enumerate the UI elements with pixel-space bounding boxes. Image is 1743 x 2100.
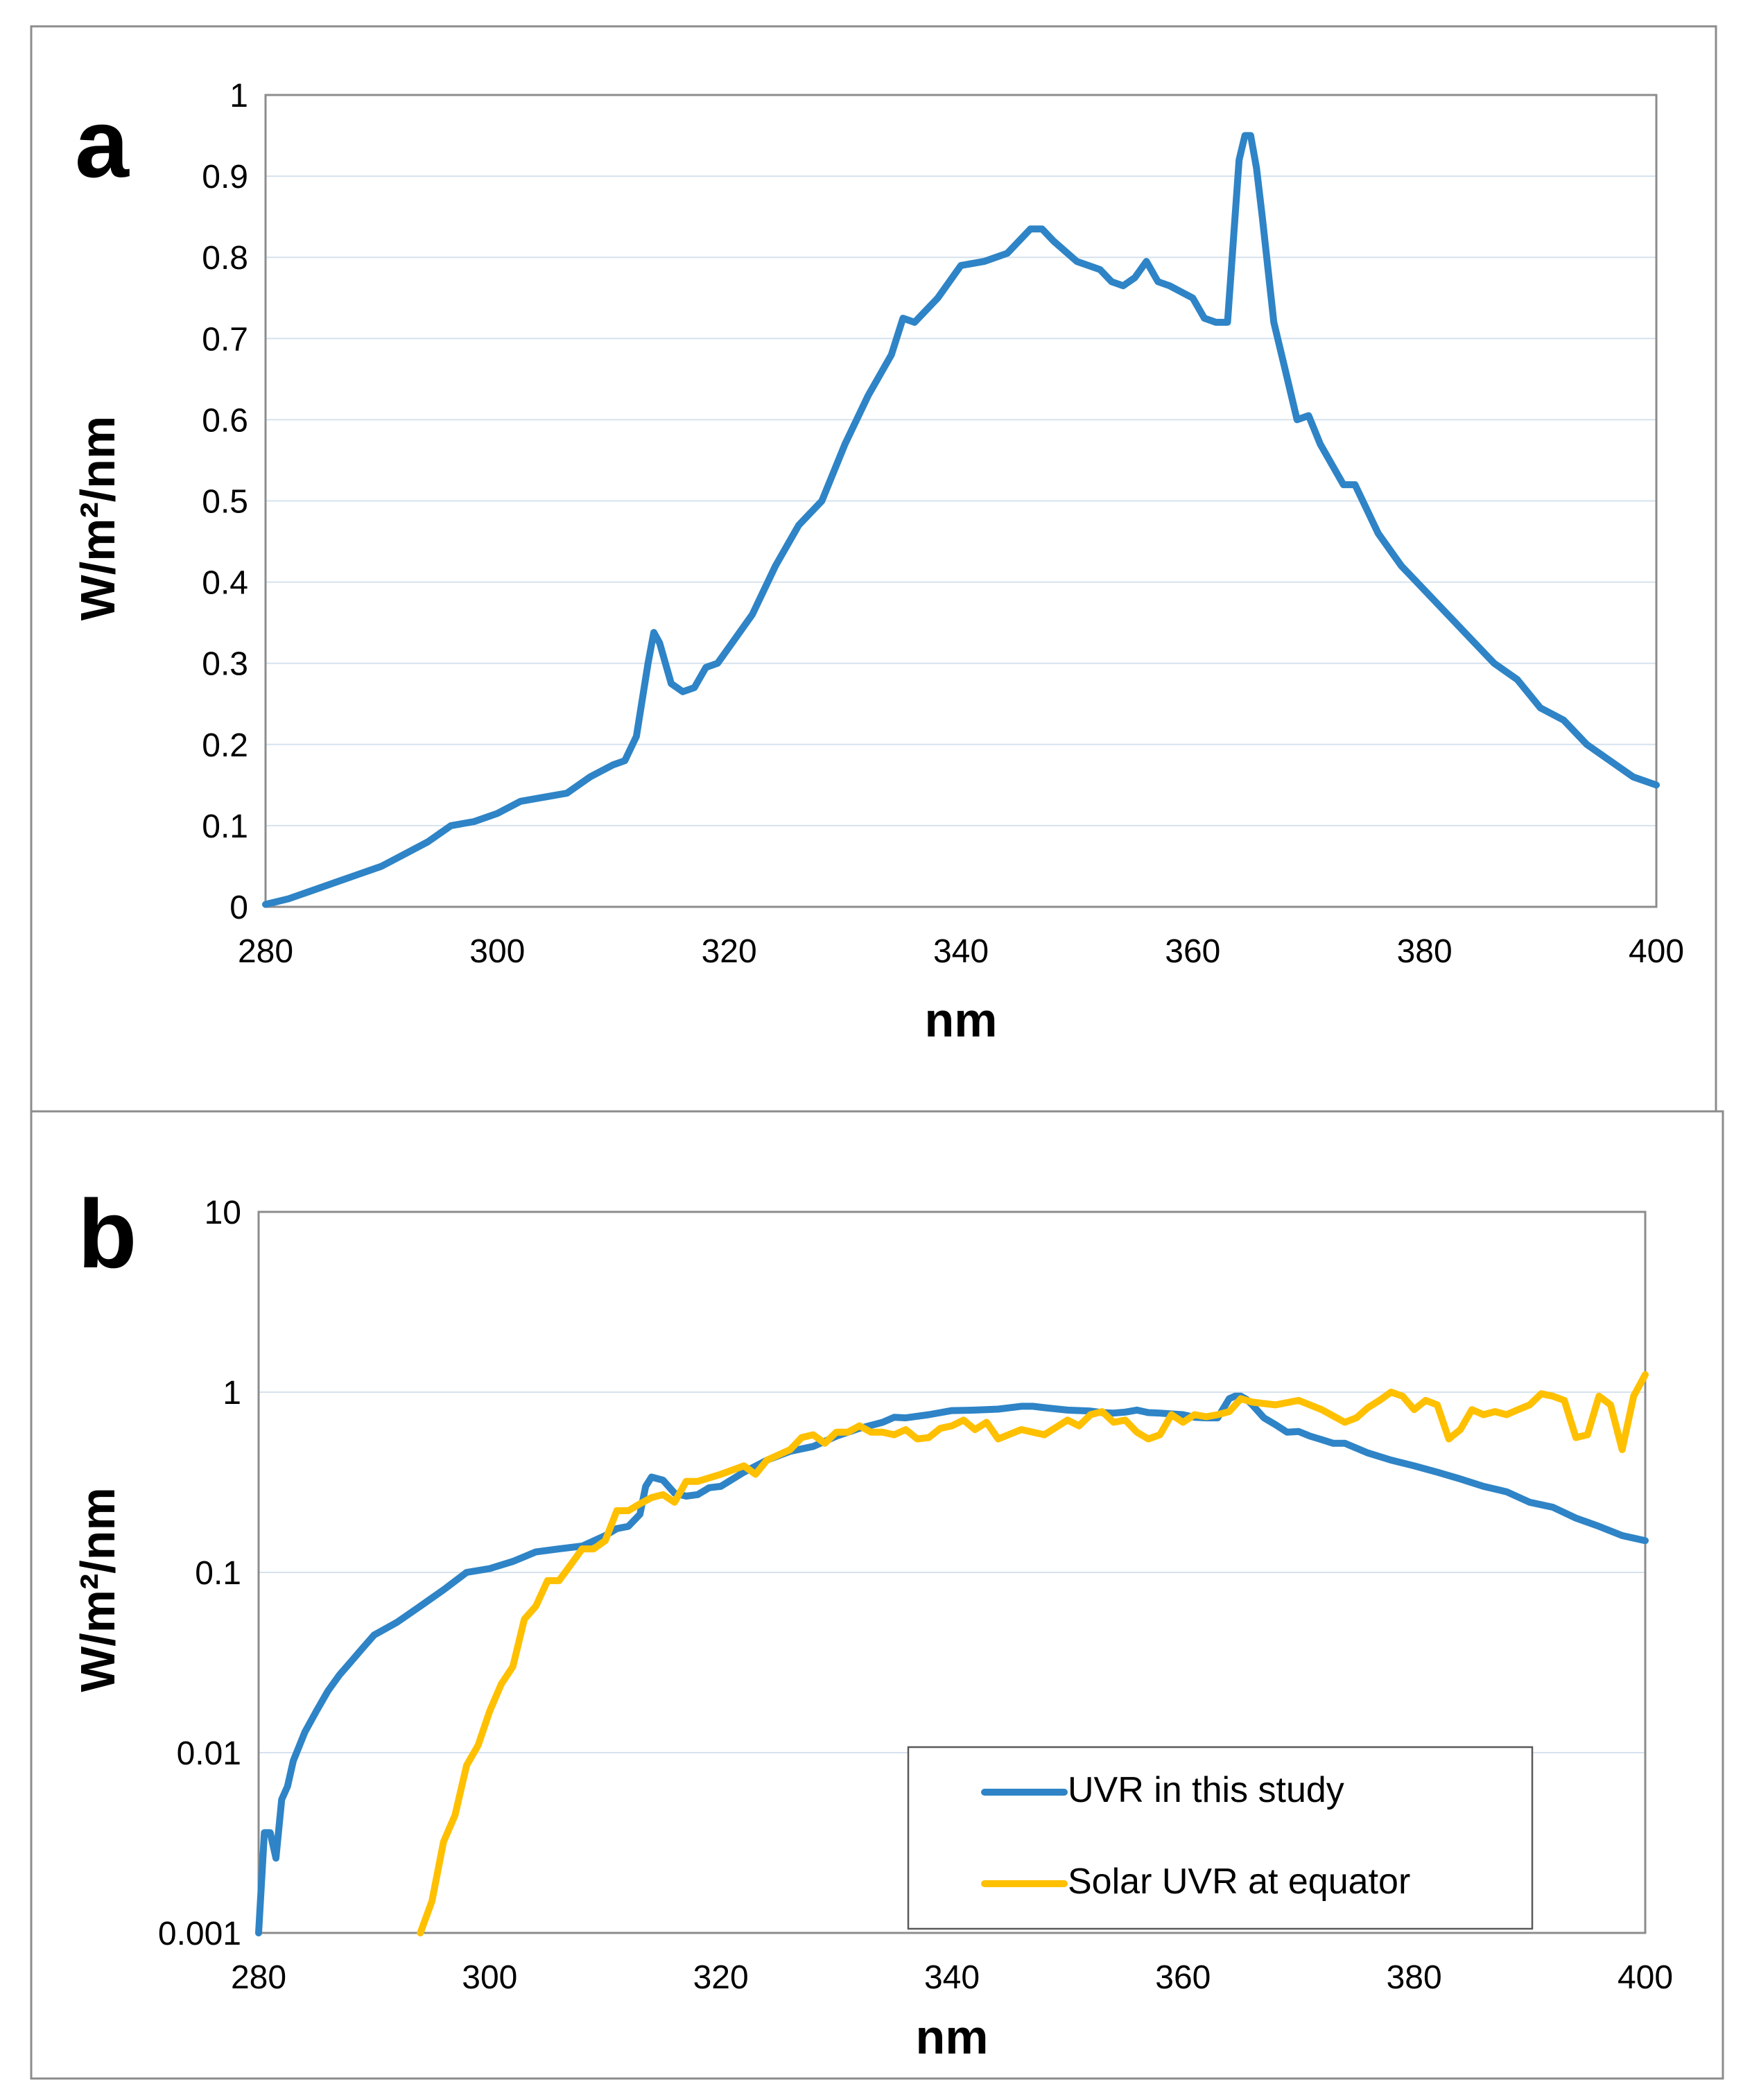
chart-a-series — [262, 132, 1660, 908]
panel-a-letter: a — [75, 89, 130, 198]
legend-label-uvr-this-study: UVR in this study — [1068, 1770, 1344, 1810]
x-tick-label: 280 — [238, 933, 293, 970]
x-tick-label: 380 — [1387, 1959, 1442, 1996]
x-tick-label: 280 — [231, 1959, 286, 1996]
x-tick-label: 340 — [924, 1959, 980, 1996]
chart-b-plot-area — [257, 1210, 1647, 1934]
y-tick-label: 0.01 — [177, 1735, 241, 1772]
chart-b-legend: UVR in this study Solar UVR at equator — [907, 1746, 1534, 1930]
y-tick-label: 0.4 — [202, 565, 248, 602]
y-tick-label: 1 — [229, 78, 248, 114]
y-tick-label: 0.2 — [202, 727, 248, 764]
y-tick-label: 0.8 — [202, 240, 248, 277]
series-line-solar-uvr-at-equator — [417, 1371, 1649, 1936]
legend-label-solar-uvr-equator: Solar UVR at equator — [1068, 1862, 1410, 1902]
series-line-uvr-in-this-study — [255, 1392, 1649, 1936]
x-tick-label: 320 — [702, 933, 757, 970]
y-tick-label: 10 — [205, 1195, 241, 1231]
y-tick-label: 0.5 — [202, 484, 248, 521]
y-tick-label: 0 — [229, 890, 248, 926]
chart-a: 0 0.1 0.2 0.3 0.4 0.5 0.6 0.7 0.8 0.9 1 280 300 320 34… — [71, 78, 1684, 1047]
chart-b-series — [255, 1371, 1649, 1936]
y-tick-label: 0.3 — [202, 646, 248, 683]
x-tick-label: 400 — [1629, 933, 1684, 970]
x-tick-label: 320 — [693, 1959, 749, 1996]
chart-b-x-axis-label: nm — [916, 2010, 989, 2064]
x-tick-label: 400 — [1618, 1959, 1673, 1996]
x-tick-label: 300 — [469, 933, 525, 970]
panel-a-frame — [30, 25, 1717, 1113]
x-tick-label: 380 — [1397, 933, 1452, 970]
series-line-uvr-in-this-study — [262, 132, 1660, 908]
legend-box — [907, 1746, 1534, 1930]
y-tick-label: 0.6 — [202, 402, 248, 439]
y-tick-label: 0.9 — [202, 159, 248, 196]
x-tick-label: 300 — [462, 1959, 517, 1996]
x-tick-label: 360 — [1155, 1959, 1211, 1996]
chart-a-tick-labels: 0 0.1 0.2 0.3 0.4 0.5 0.6 0.7 0.8 0.9 1 280 300 320 34… — [202, 78, 1684, 970]
chart-b-y-axis-label: W/m²/nm — [71, 1487, 125, 1692]
chart-a-gridlines — [266, 175, 1656, 826]
y-tick-label: 0.7 — [202, 321, 248, 358]
chart-a-y-axis-label: W/m²/nm — [71, 416, 125, 621]
panel-b-letter: b — [78, 1179, 137, 1288]
chart-a-x-axis-label: nm — [925, 993, 998, 1047]
y-tick-label: 1 — [223, 1375, 241, 1412]
y-tick-label: 0.1 — [195, 1555, 241, 1592]
y-tick-label: 0.001 — [158, 1916, 241, 1952]
chart-a-plot-area — [264, 94, 1658, 908]
x-tick-label: 360 — [1165, 933, 1220, 970]
chart-b-tick-labels: 0.001 0.01 0.1 1 10 280 300 320 340 360 380 400 — [158, 1195, 1673, 1996]
y-tick-label: 0.1 — [202, 808, 248, 845]
x-tick-label: 340 — [933, 933, 989, 970]
